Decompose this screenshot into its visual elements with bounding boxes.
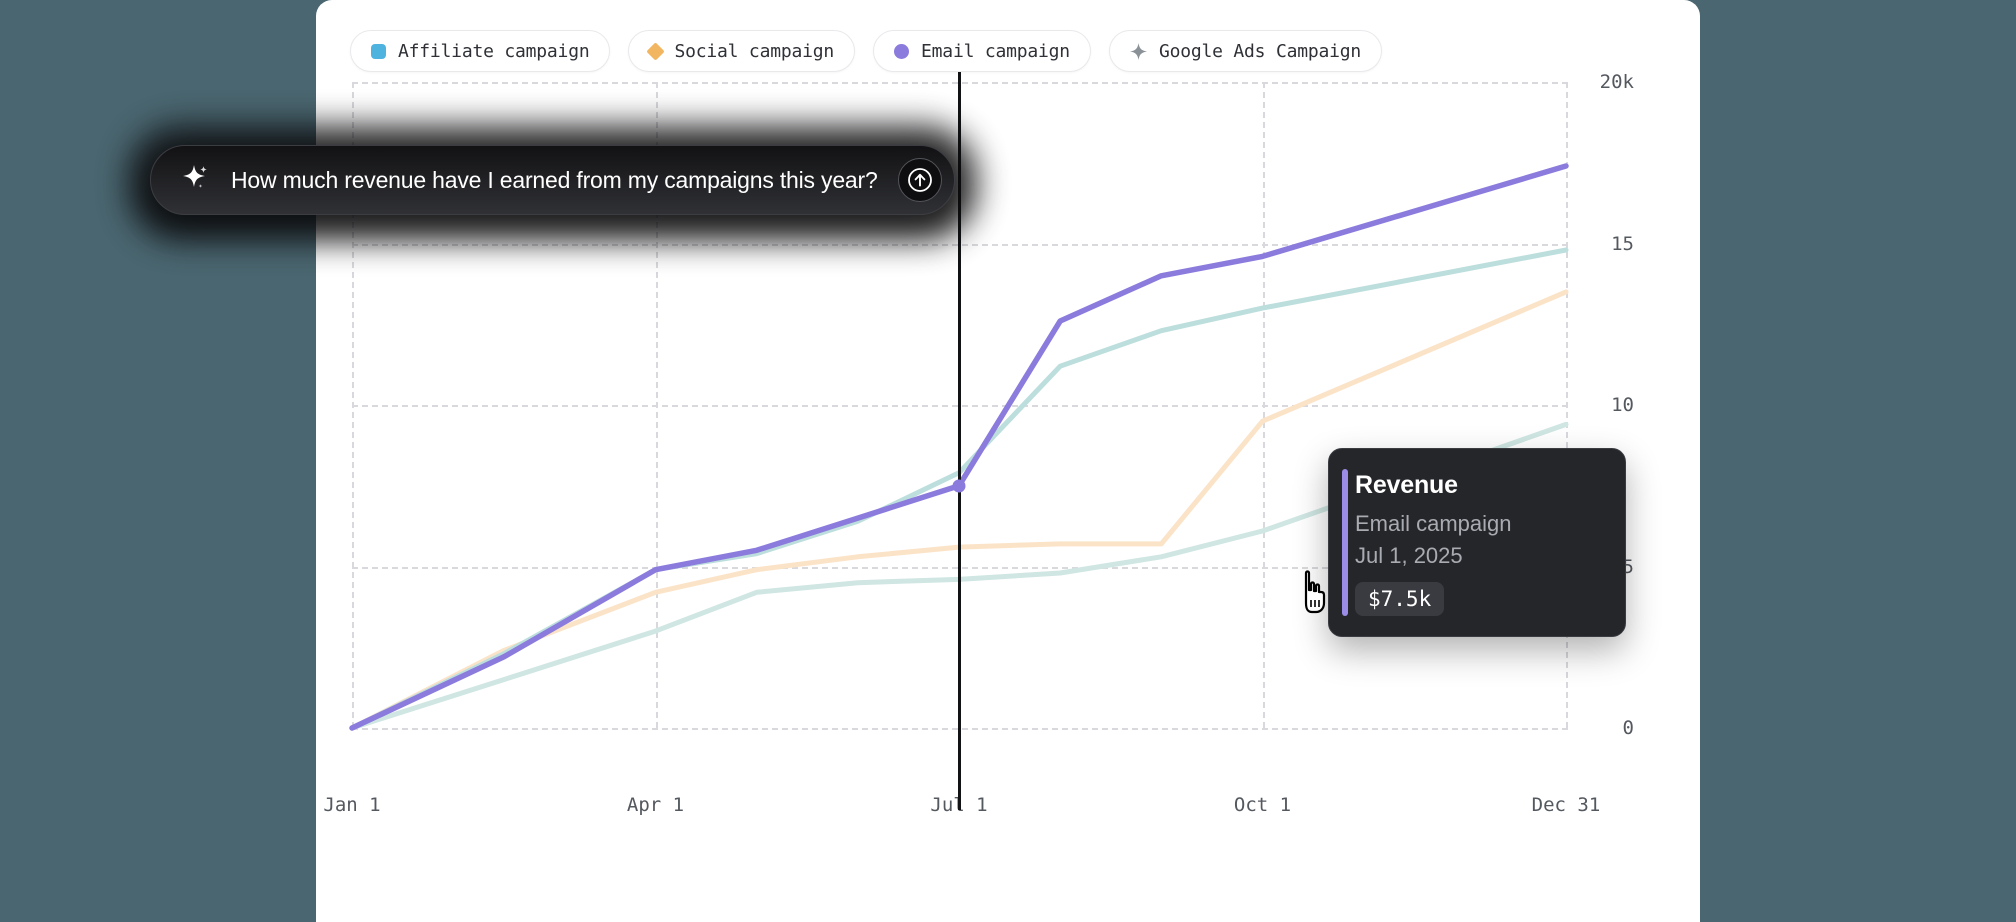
chart-tooltip: Revenue Email campaign Jul 1, 2025 $7.5k <box>1328 448 1626 637</box>
legend-chip-google-ads-campaign[interactable]: Google Ads Campaign <box>1108 30 1383 72</box>
y-axis-tick-label: 10 <box>1611 394 1634 416</box>
square-marker-icon <box>371 43 386 59</box>
tooltip-value-badge: $7.5k <box>1355 582 1445 616</box>
diamond-marker-icon <box>646 41 666 61</box>
legend-chip-affiliate-campaign[interactable]: Affiliate campaign <box>350 30 611 72</box>
legend-chip-social-campaign[interactable]: Social campaign <box>628 30 856 72</box>
x-axis-tick-label: Dec 31 <box>1531 794 1601 816</box>
chart-series-layer <box>340 70 1630 810</box>
y-axis-tick-label: 0 <box>1622 717 1634 739</box>
circle-marker-icon <box>894 43 910 59</box>
legend-chip-label: Affiliate campaign <box>398 40 590 62</box>
legend-chip-label: Social campaign <box>674 40 835 62</box>
series-line-google-ads-campaign <box>349 421 1569 731</box>
crosshair-line <box>957 70 961 810</box>
legend-chip-label: Email campaign <box>921 40 1070 62</box>
sparkle-icon <box>179 162 211 199</box>
y-axis-tick-label: 5 <box>1622 555 1634 578</box>
series-line-email-campaign <box>349 163 1569 731</box>
chart-card: Affiliate campaign Social campaign Email c… <box>316 0 1700 922</box>
prompt-submit-button[interactable] <box>897 158 942 202</box>
x-axis-tick-label: Oct 1 <box>1233 794 1292 816</box>
tooltip-date: Jul 1, 2025 <box>1355 543 1463 568</box>
x-axis-tick-label: Jan 1 <box>323 794 381 816</box>
legend-chip-label: Google Ads Campaign <box>1158 40 1362 62</box>
x-axis-tick-label: Apr 1 <box>626 794 685 816</box>
tooltip-accent-bar <box>1342 469 1348 616</box>
highlighted-data-point[interactable] <box>952 479 966 493</box>
y-axis-tick-label: 15 <box>1611 232 1634 255</box>
y-axis-tick-label: 20k <box>1599 71 1634 93</box>
legend-chip-email-campaign[interactable]: Email campaign <box>873 30 1091 72</box>
tooltip-title: Revenue <box>1355 471 1458 499</box>
chart-plot-area[interactable]: 20k 15 10 5 0 Jan 1 Apr 1 Jul 1 Oct 1 Dec 31 <box>323 70 1634 816</box>
prompt-text: How much revenue have I earned from my c… <box>231 166 878 193</box>
sparkle-marker-icon <box>1129 42 1147 60</box>
series-line-social-campaign <box>349 289 1569 731</box>
chart-legend: Affiliate campaign Social campaign Email c… <box>350 30 1383 72</box>
tooltip-series: Email campaign <box>1355 511 1512 536</box>
ai-prompt-bar[interactable]: How much revenue have I earned from my c… <box>128 125 977 241</box>
